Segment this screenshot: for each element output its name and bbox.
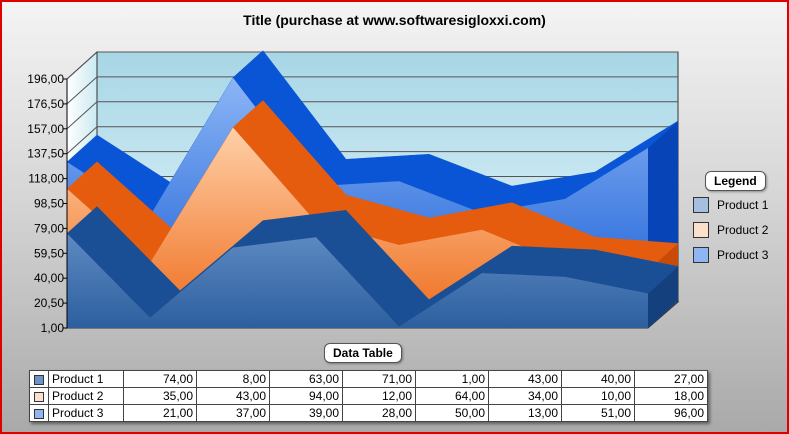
table-cell: 21,00 (123, 404, 197, 422)
table-cell: 51,00 (561, 404, 635, 422)
table-cell: 43,00 (488, 370, 562, 388)
legend-title: Legend (705, 171, 766, 191)
area-front (67, 233, 648, 328)
table-cell: 10,00 (561, 387, 635, 405)
area-side-cap (648, 121, 678, 271)
legend-swatch (693, 247, 709, 263)
legend-label: Product 2 (717, 223, 769, 237)
legend-swatch (693, 222, 709, 238)
data-table-title: Data Table (324, 343, 402, 363)
table-cell: 12,00 (342, 387, 416, 405)
legend-swatch (693, 197, 709, 213)
y-tick-label: 59,50 (34, 246, 64, 260)
legend-item-product-3: Product 3 (693, 247, 768, 263)
row-label: Product 3 (48, 404, 124, 422)
chart-areas (66, 50, 679, 328)
y-tick-label: 196,00 (27, 72, 64, 86)
data-table: Product 1 74,00 8,00 63,00 71,00 1,00 43… (29, 370, 708, 422)
y-tick-label: 79,00 (34, 221, 64, 235)
area-side-cap (648, 266, 678, 328)
row-label: Product 1 (48, 370, 124, 388)
table-row: Product 1 74,00 8,00 63,00 71,00 1,00 43… (29, 370, 708, 388)
table-cell: 43,00 (196, 387, 270, 405)
area-front (67, 127, 648, 327)
table-cell: 71,00 (342, 370, 416, 388)
legend-item-product-1: Product 1 (693, 197, 768, 213)
y-tick-label: 1,00 (41, 321, 65, 335)
legend-label: Product 1 (717, 198, 769, 212)
table-cell: 94,00 (269, 387, 343, 405)
table-cell: 50,00 (415, 404, 489, 422)
chart-title: Title (purchase at www.softwaresigloxxi.… (243, 12, 546, 28)
y-tick-label: 98,50 (34, 197, 64, 211)
table-cell: 37,00 (196, 404, 270, 422)
table-cell: 1,00 (415, 370, 489, 388)
table-cell: 13,00 (488, 404, 562, 422)
y-tick-label: 137,50 (27, 147, 64, 161)
legend-item-product-2: Product 2 (693, 222, 768, 238)
table-cell: 28,00 (342, 404, 416, 422)
y-tick-label: 40,00 (34, 271, 64, 285)
y-tick-label: 20,50 (34, 296, 64, 310)
y-axis: 1,00 20,50 40,00 59,50 79,00 98,50 118,00 137,5… (27, 72, 68, 335)
legend-label: Product 3 (717, 248, 769, 262)
gridline-side (66, 51, 98, 80)
table-cell: 18,00 (634, 387, 708, 405)
row-swatch (34, 374, 44, 385)
table-cell: 35,00 (123, 387, 197, 405)
row-swatch (34, 391, 44, 402)
table-cell: 74,00 (123, 370, 197, 388)
table-cell: 40,00 (561, 370, 635, 388)
row-label: Product 2 (48, 387, 124, 405)
row-swatch (34, 408, 44, 419)
y-tick-label: 157,00 (27, 122, 64, 136)
y-tick-label: 176,50 (27, 97, 64, 111)
table-cell: 39,00 (269, 404, 343, 422)
table-cell: 8,00 (196, 370, 270, 388)
gridline-side (66, 126, 98, 155)
table-cell: 64,00 (415, 387, 489, 405)
area-series-1 (66, 206, 679, 328)
table-row: Product 3 21,00 37,00 39,00 28,00 50,00 … (29, 404, 708, 422)
table-cell: 34,00 (488, 387, 562, 405)
gridline-side (66, 76, 98, 105)
table-row: Product 2 35,00 43,00 94,00 12,00 64,00 … (29, 387, 708, 405)
y-tick-label: 118,00 (28, 172, 64, 186)
table-cell: 27,00 (634, 370, 708, 388)
gridline-side (66, 101, 98, 130)
table-cell: 96,00 (634, 404, 708, 422)
table-cell: 63,00 (269, 370, 343, 388)
